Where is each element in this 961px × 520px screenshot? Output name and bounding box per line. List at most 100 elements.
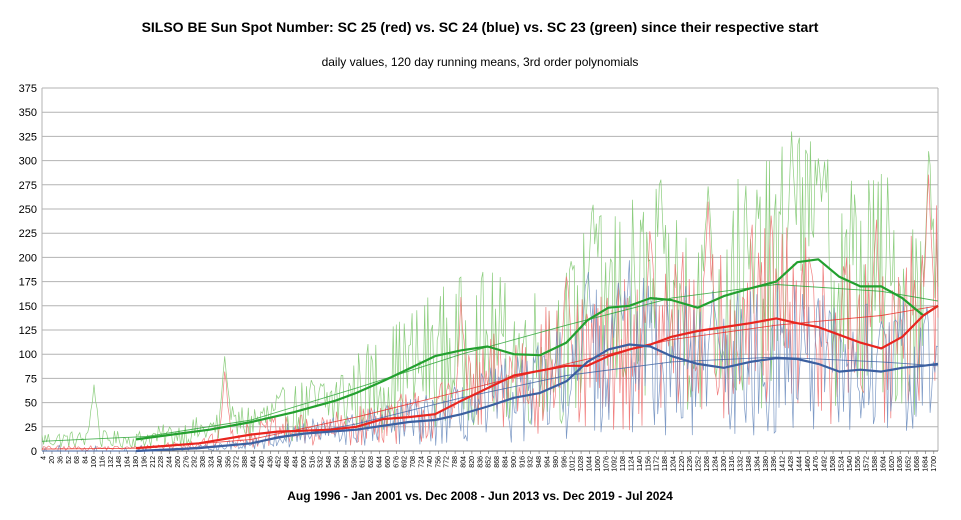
x-tick-label: 244	[167, 456, 174, 468]
x-tick-label: 1556	[855, 456, 862, 472]
x-tick-label: 468	[284, 456, 291, 468]
x-tick-label: 1044	[586, 456, 593, 472]
x-tick-label: 68	[74, 456, 81, 464]
x-tick-label: 1076	[603, 456, 610, 472]
y-tick-label: 350	[19, 107, 37, 119]
y-tick-label: 275	[19, 180, 37, 192]
x-tick-label: 1172	[654, 456, 661, 471]
sc23-polynomial-line	[41, 284, 939, 442]
y-tick-label: 125	[19, 325, 37, 337]
x-tick-label: 1700	[931, 456, 938, 472]
x-tick-label: 564	[335, 456, 342, 468]
x-tick-label: 20	[49, 456, 56, 464]
x-tick-label: 788	[452, 456, 459, 468]
x-tick-label: 1012	[570, 456, 577, 472]
x-tick-label: 324	[209, 456, 216, 468]
x-tick-label: 612	[360, 456, 367, 468]
y-tick-label: 300	[19, 156, 37, 168]
sc25-running-mean-line	[135, 304, 939, 450]
x-tick-label: 436	[267, 456, 274, 468]
x-tick-label: 132	[108, 456, 115, 468]
x-tick-label: 996	[561, 456, 568, 468]
y-tick-label: 225	[19, 228, 37, 240]
x-tick-label: 548	[326, 456, 333, 468]
y-tick-label: 0	[31, 446, 37, 458]
x-tick-label: 1508	[830, 456, 837, 472]
x-tick-label: 1476	[813, 456, 820, 472]
x-tick-label: 1668	[914, 456, 921, 472]
x-tick-label: 1284	[712, 456, 719, 472]
x-tick-label: 980	[553, 456, 560, 468]
x-tick-label: 196	[141, 456, 148, 468]
x-tick-label: 916	[519, 456, 526, 468]
x-tick-label: 36	[57, 456, 64, 464]
y-tick-label: 250	[19, 204, 37, 216]
x-tick-label: 452	[276, 456, 283, 468]
x-tick-label: 628	[368, 456, 375, 468]
x-tick-label: 692	[402, 456, 409, 468]
x-tick-label: 164	[125, 456, 132, 468]
x-tick-label: 724	[419, 456, 426, 468]
y-tick-label: 200	[19, 252, 37, 264]
y-tick-label: 150	[19, 301, 37, 313]
x-tick-label: 740	[427, 456, 434, 468]
x-tick-label: 1428	[788, 456, 795, 472]
x-tick-label: 1332	[738, 456, 745, 472]
x-tick-label: 308	[200, 456, 207, 468]
trend-lines	[41, 258, 939, 453]
x-tick-label: 1188	[662, 456, 669, 471]
x-tick-label: 116	[99, 456, 106, 467]
x-tick-label: 100	[91, 456, 98, 468]
y-tick-label: 325	[19, 131, 37, 143]
y-tick-label: 50	[25, 398, 37, 410]
x-tick-label: 1460	[805, 456, 812, 472]
x-tick-label: 148	[116, 456, 123, 468]
x-tick-label: 836	[477, 456, 484, 468]
x-tick-label: 1396	[771, 456, 778, 472]
x-tick-label: 1092	[612, 456, 619, 472]
x-tick-label: 4	[41, 456, 48, 460]
x-tick-label: 1108	[620, 456, 627, 471]
y-tick-label: 75	[25, 373, 37, 385]
x-tick-label: 660	[385, 456, 392, 468]
x-tick-label: 1604	[880, 456, 887, 472]
x-tick-label: 1252	[696, 456, 703, 472]
x-tick-label: 1412	[780, 456, 787, 472]
x-tick-label: 804	[460, 456, 467, 468]
x-tick-label: 84	[83, 456, 90, 464]
x-tick-label: 1492	[822, 456, 829, 472]
x-tick-label: 1572	[864, 456, 871, 472]
x-tick-label: 1124	[628, 456, 635, 471]
x-tick-label: 1588	[872, 456, 879, 472]
x-tick-label: 1220	[679, 456, 686, 472]
x-tick-label: 484	[293, 456, 300, 468]
x-tick-label: 772	[444, 456, 451, 468]
y-tick-label: 25	[25, 422, 37, 434]
x-tick-label: 340	[217, 456, 224, 468]
x-tick-label: 260	[175, 456, 182, 468]
x-tick-label: 52	[66, 456, 73, 464]
x-tick-label: 1236	[687, 456, 694, 472]
x-tick-label: 228	[158, 456, 165, 468]
x-tick-label: 868	[494, 456, 501, 468]
x-tick-label: 356	[225, 456, 232, 468]
x-tick-label: 708	[410, 456, 417, 468]
x-tick-label: 1652	[906, 456, 913, 472]
y-tick-label: 375	[19, 83, 37, 95]
sc23-running-mean-line	[135, 258, 939, 441]
grid	[41, 87, 939, 452]
x-tick-label: 1636	[897, 456, 904, 472]
x-tick-label: 276	[183, 456, 190, 468]
x-tick-label: 1364	[754, 456, 761, 472]
x-tick-label: 884	[502, 456, 509, 468]
chart-title: SILSO BE Sun Spot Number: SC 25 (red) vs…	[142, 19, 819, 35]
x-tick-label: 596	[351, 456, 358, 468]
x-tick-label: 532	[318, 456, 325, 468]
x-tick-label: 180	[133, 456, 140, 468]
y-tick-label: 175	[19, 277, 37, 289]
x-tick-label: 1348	[746, 456, 753, 472]
x-axis: 4 20 36 52 68 84 100 116 132 148 164 180 196 212 228 24…	[41, 451, 938, 472]
x-tick-label: 932	[528, 456, 535, 468]
x-tick-label: 516	[309, 456, 316, 468]
x-tick-label: 1300	[721, 456, 728, 472]
